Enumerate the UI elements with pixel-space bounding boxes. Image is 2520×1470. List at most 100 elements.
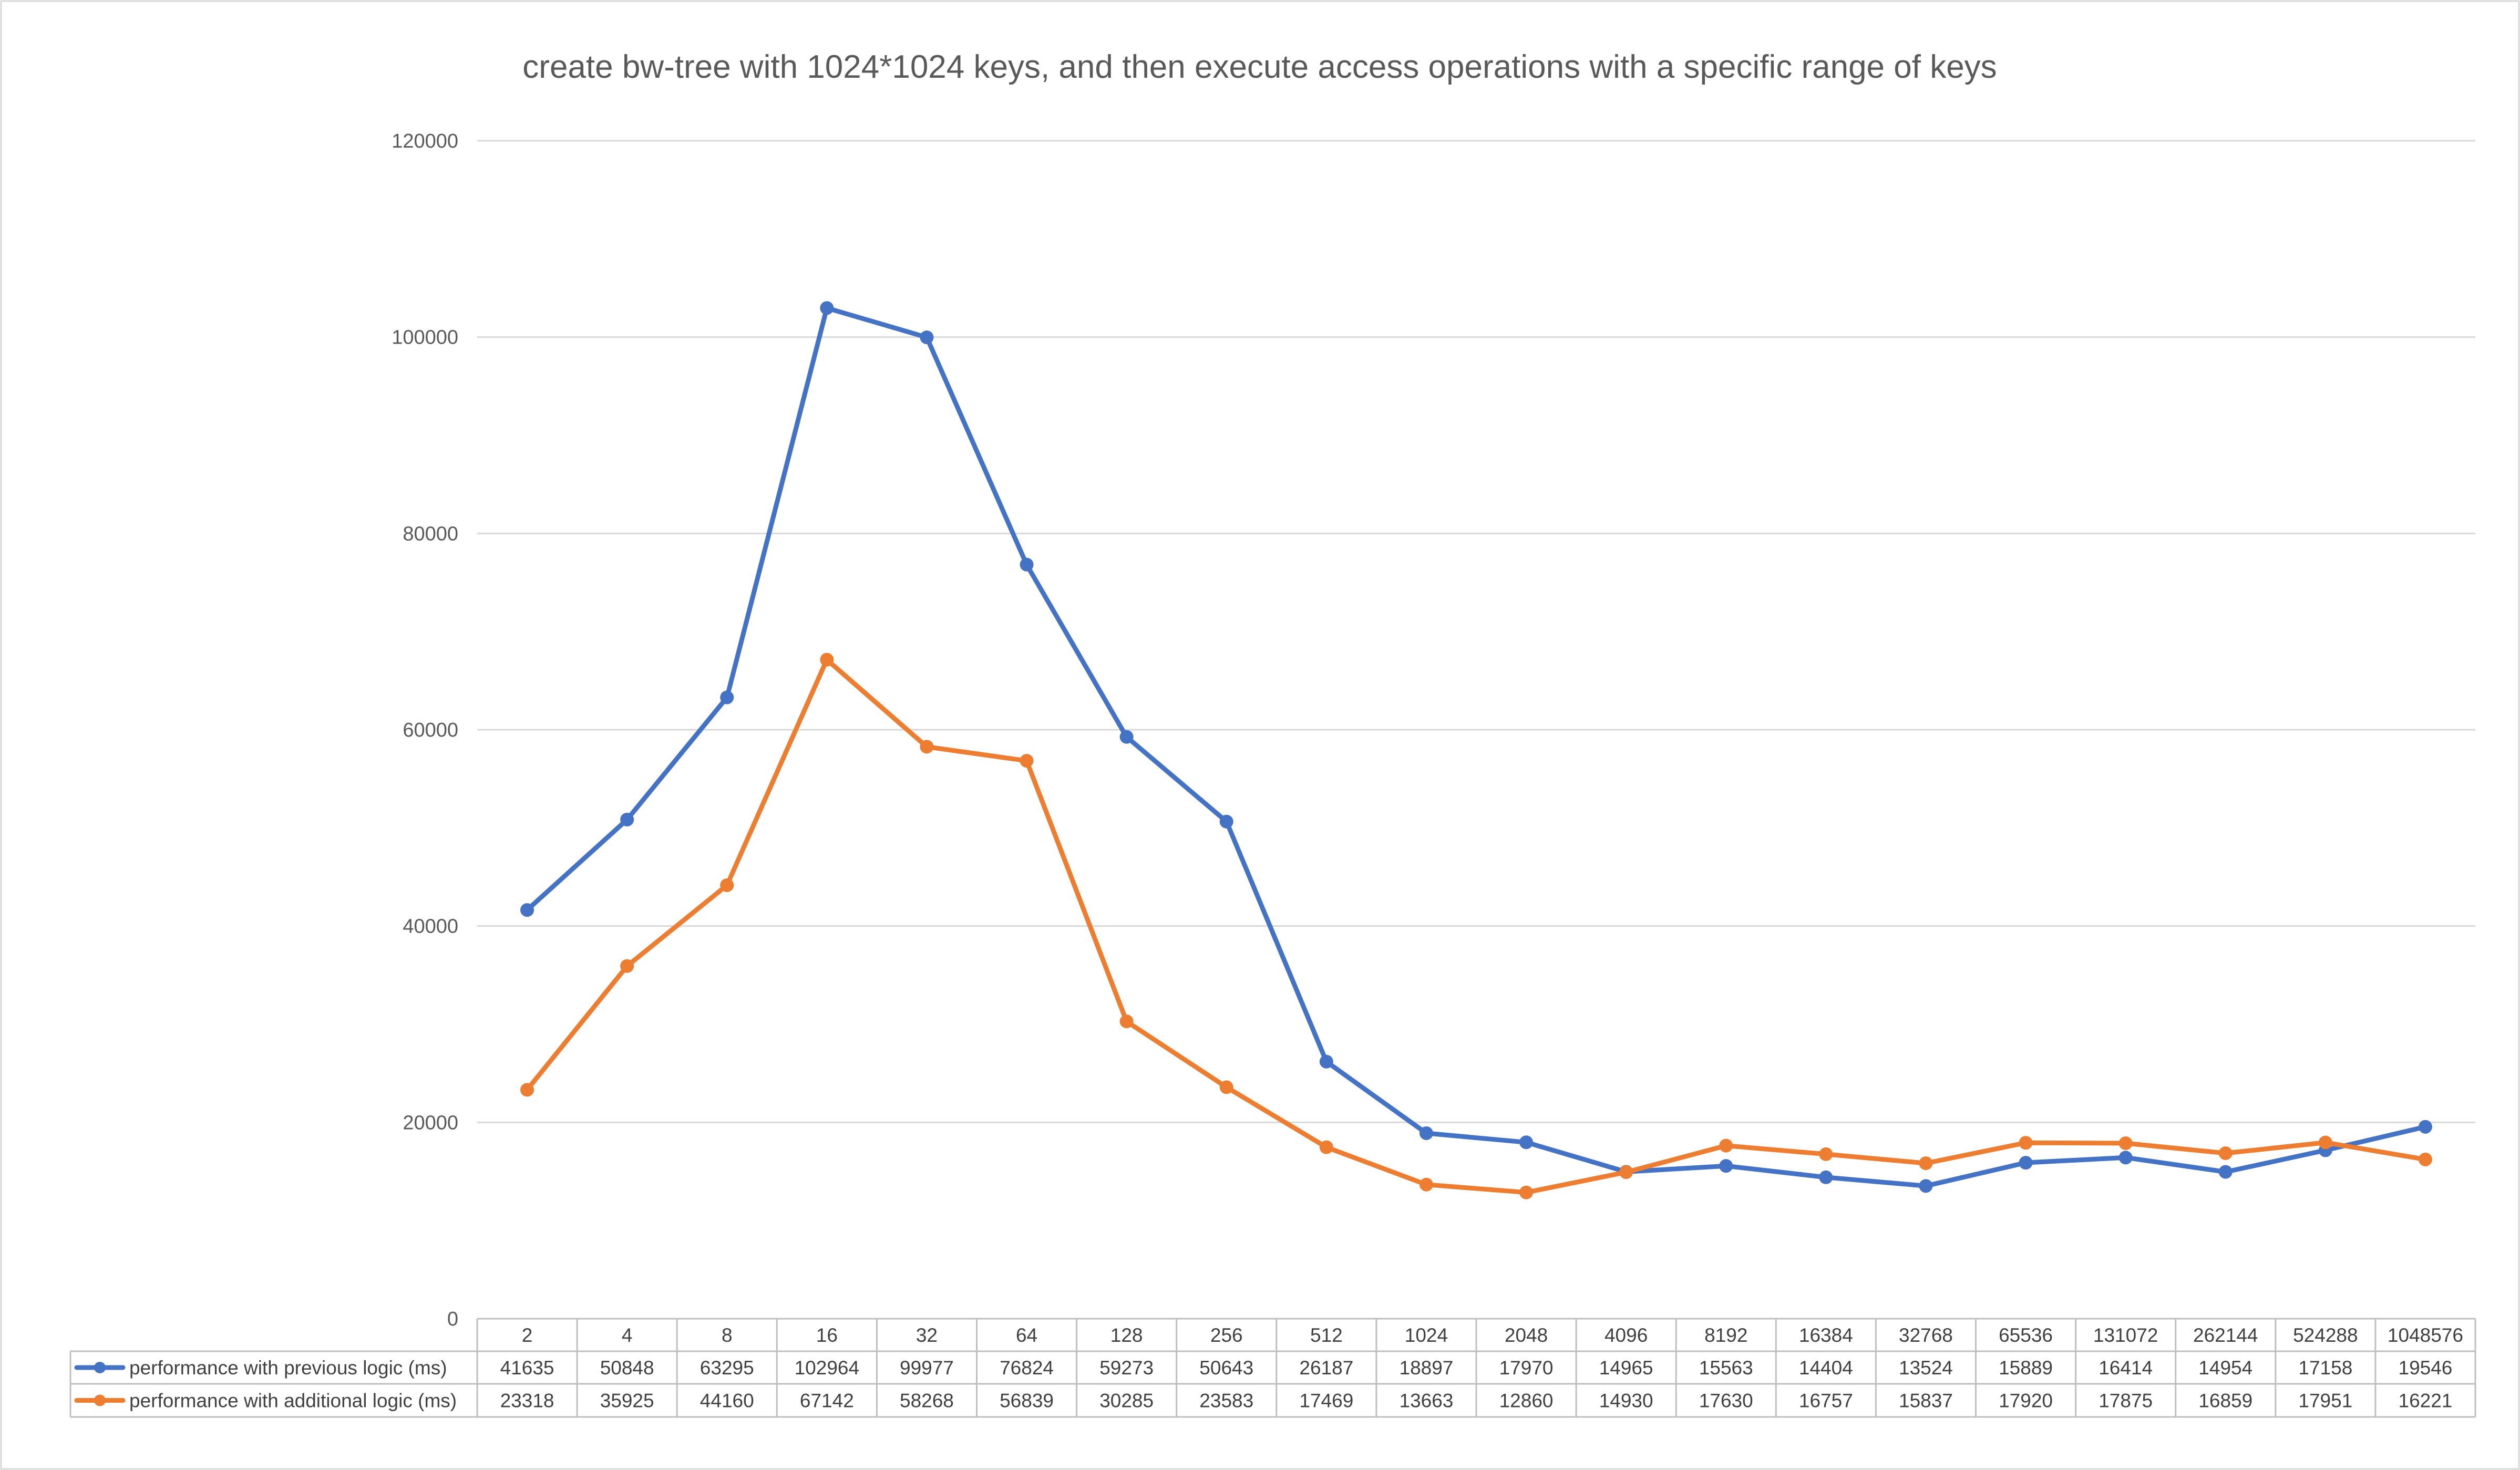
data-table-value: 23318 xyxy=(500,1390,554,1412)
data-table-value: 15837 xyxy=(1899,1390,1953,1412)
data-point xyxy=(1419,1177,1433,1192)
x-tick-label: 32768 xyxy=(1899,1324,1953,1346)
data-point xyxy=(2019,1156,2033,1170)
x-tick-label: 512 xyxy=(1310,1324,1343,1346)
x-tick-label: 524288 xyxy=(2293,1324,2358,1346)
legend-label: performance with previous logic (ms) xyxy=(129,1357,447,1379)
x-tick-label: 65536 xyxy=(1999,1324,2053,1346)
data-point xyxy=(620,812,634,826)
y-axis-ticks: 0 20000 40000 60000 80000 100000 120000 xyxy=(392,130,458,1330)
data-table-value: 23583 xyxy=(1199,1390,1253,1412)
data-point xyxy=(1419,1126,1433,1140)
data-point xyxy=(720,690,734,705)
y-tick-label: 0 xyxy=(447,1308,458,1330)
chart-title: create bw-tree with 1024*1024 keys, and … xyxy=(522,49,1997,85)
data-table-value: 14930 xyxy=(1599,1390,1653,1412)
data-point xyxy=(1919,1179,1933,1193)
data-table-value: 35925 xyxy=(600,1390,654,1412)
data-table-value: 44160 xyxy=(700,1390,754,1412)
x-tick-label: 16384 xyxy=(1799,1324,1853,1346)
x-tick-label: 1048576 xyxy=(2388,1324,2463,1346)
x-tick-label: 4096 xyxy=(1604,1324,1648,1346)
data-point xyxy=(820,301,834,315)
series-lines xyxy=(520,301,2432,1199)
data-table-value: 26187 xyxy=(1299,1357,1353,1379)
data-table-value: 13663 xyxy=(1400,1390,1454,1412)
data-point xyxy=(1119,730,1134,744)
data-table-value: 99977 xyxy=(900,1357,954,1379)
data-table-value: 58268 xyxy=(900,1390,954,1412)
data-table-value: 14404 xyxy=(1799,1357,1853,1379)
data-point xyxy=(1020,754,1034,768)
data-point xyxy=(920,330,934,345)
x-tick-label: 256 xyxy=(1210,1324,1243,1346)
y-tick-label: 20000 xyxy=(403,1112,458,1134)
data-point xyxy=(1619,1165,1633,1179)
data-table-value: 17630 xyxy=(1699,1390,1753,1412)
data-table-value: 15563 xyxy=(1699,1357,1753,1379)
data-table-value: 59273 xyxy=(1099,1357,1154,1379)
data-point xyxy=(520,1083,534,1097)
data-point xyxy=(1219,1080,1233,1094)
data-table-value: 16757 xyxy=(1799,1390,1853,1412)
data-table-value: 15889 xyxy=(1999,1357,2053,1379)
legend-label: performance with additional logic (ms) xyxy=(129,1390,457,1412)
data-point xyxy=(1719,1159,1733,1173)
y-tick-label: 80000 xyxy=(403,523,458,545)
x-tick-label: 128 xyxy=(1110,1324,1143,1346)
data-table-value: 14954 xyxy=(2198,1357,2252,1379)
data-table-value: 16414 xyxy=(2099,1357,2153,1379)
data-point xyxy=(720,878,734,892)
data-point xyxy=(2118,1151,2133,1165)
data-table-value: 17875 xyxy=(2099,1390,2153,1412)
data-point xyxy=(2418,1120,2432,1134)
data-table-value: 17920 xyxy=(1999,1390,2053,1412)
data-point xyxy=(520,903,534,917)
data-table-value: 30285 xyxy=(1099,1390,1154,1412)
data-point xyxy=(1719,1138,1733,1153)
data-table-value: 14965 xyxy=(1599,1357,1653,1379)
data-table-value: 17970 xyxy=(1499,1357,1554,1379)
data-table-value: 17469 xyxy=(1299,1390,1353,1412)
x-tick-label: 32 xyxy=(916,1324,938,1346)
data-table-value: 50848 xyxy=(600,1357,654,1379)
legend-key-marker xyxy=(94,1394,106,1406)
x-tick-label: 2 xyxy=(522,1324,533,1346)
series-line xyxy=(524,657,2428,1195)
data-point xyxy=(820,653,834,667)
data-point xyxy=(1519,1135,1534,1150)
data-table-value: 67142 xyxy=(800,1390,854,1412)
data-point xyxy=(1919,1156,1933,1171)
data-point xyxy=(2019,1136,2033,1150)
data-point xyxy=(1819,1147,1833,1161)
data-table-value: 63295 xyxy=(700,1357,754,1379)
data-table-value: 18897 xyxy=(1400,1357,1454,1379)
data-table-value: 16221 xyxy=(2399,1390,2453,1412)
data-point xyxy=(1119,1014,1134,1029)
data-table-value: 19546 xyxy=(2399,1357,2453,1379)
data-point xyxy=(2218,1146,2233,1161)
y-tick-label: 120000 xyxy=(392,130,458,152)
data-point xyxy=(2318,1135,2332,1150)
x-tick-label: 16 xyxy=(816,1324,838,1346)
data-point xyxy=(2118,1136,2133,1151)
data-point xyxy=(1319,1140,1333,1154)
data-table-value: 56839 xyxy=(1000,1390,1054,1412)
data-table-value: 17158 xyxy=(2298,1357,2352,1379)
data-point xyxy=(1319,1054,1333,1069)
data-point xyxy=(920,740,934,754)
data-table: 2 4 8 16 32 64 128 256 512 1024 2048 4096 8192 16384 3… xyxy=(69,1318,2476,1418)
x-tick-label: 131072 xyxy=(2093,1324,2158,1346)
x-tick-label: 64 xyxy=(1016,1324,1037,1346)
data-table-value: 50643 xyxy=(1199,1357,1253,1379)
x-tick-label: 4 xyxy=(622,1324,633,1346)
data-table-value: 16859 xyxy=(2198,1390,2252,1412)
data-table-value: 41635 xyxy=(500,1357,554,1379)
x-tick-label: 2048 xyxy=(1505,1324,1548,1346)
y-tick-label: 100000 xyxy=(392,327,458,349)
x-tick-label: 8192 xyxy=(1704,1324,1747,1346)
data-point xyxy=(620,959,634,973)
